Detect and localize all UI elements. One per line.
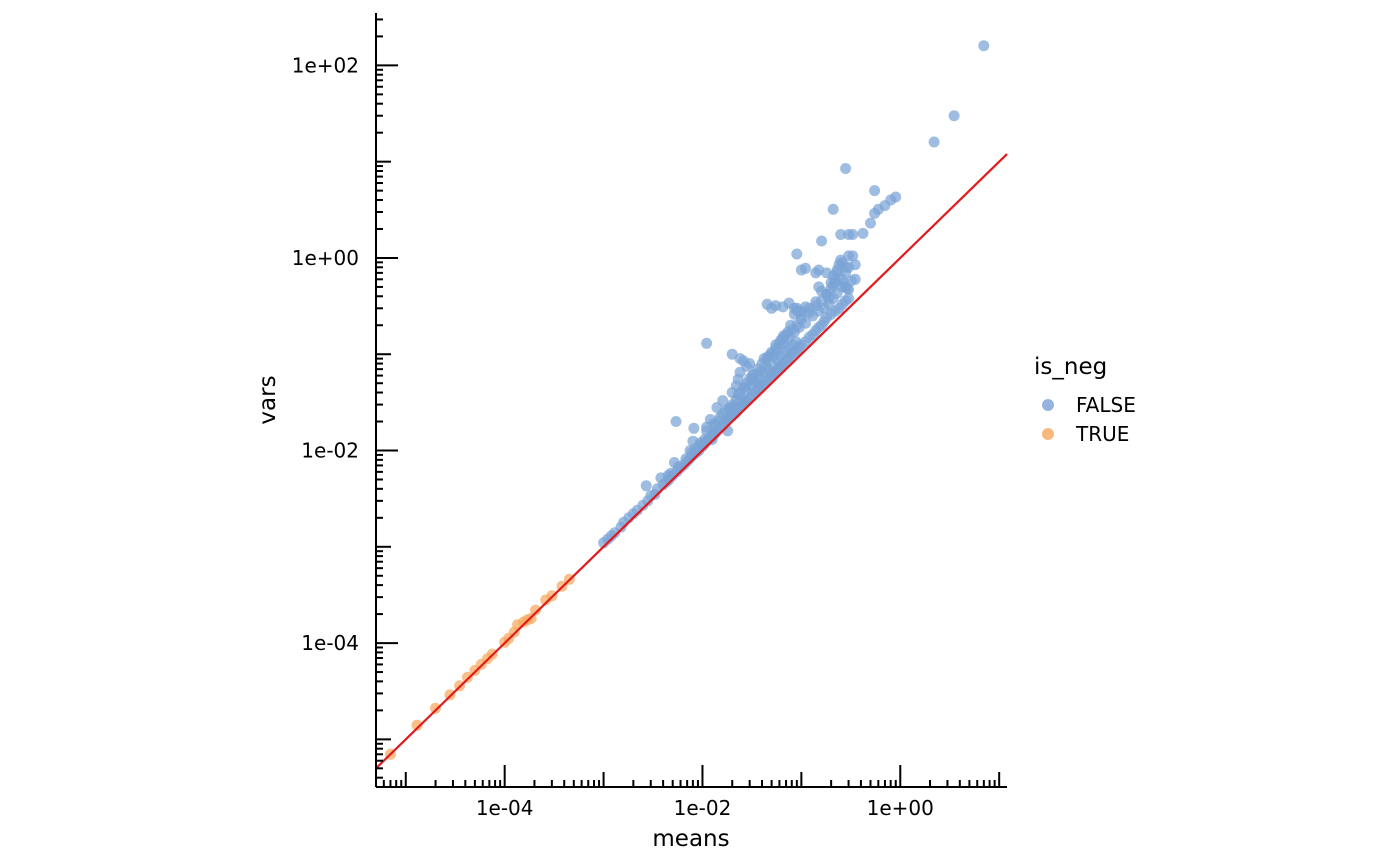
point-false xyxy=(701,421,713,433)
point-false xyxy=(672,461,684,473)
point-false xyxy=(734,392,746,404)
point-false xyxy=(978,40,990,52)
point-false xyxy=(847,250,859,262)
point-false xyxy=(827,203,839,215)
point-false xyxy=(890,191,902,203)
point-false xyxy=(785,319,797,331)
point-false xyxy=(665,467,677,479)
point-false xyxy=(823,292,835,304)
legend: is_neg FALSE TRUE xyxy=(1034,354,1136,446)
point-false xyxy=(810,296,822,308)
legend-label-true: TRUE xyxy=(1075,422,1129,446)
point-false xyxy=(847,229,859,240)
point-false xyxy=(640,480,652,492)
point-false xyxy=(717,395,729,407)
x-tick-label: 1e-04 xyxy=(476,796,534,820)
point-false xyxy=(721,414,732,425)
legend-label-false: FALSE xyxy=(1076,393,1136,417)
point-false xyxy=(849,273,861,285)
point-false xyxy=(849,259,861,271)
point-false xyxy=(928,136,940,148)
point-false xyxy=(795,310,807,322)
legend-swatch-true xyxy=(1042,428,1054,440)
legend-swatch-false xyxy=(1042,399,1054,411)
point-false xyxy=(840,163,852,174)
point-true xyxy=(461,671,473,683)
y-axis-title: vars xyxy=(255,375,281,424)
y-tick-label: 1e+00 xyxy=(292,246,359,270)
point-false xyxy=(753,377,765,389)
point-true xyxy=(411,719,423,731)
point-false xyxy=(800,262,811,274)
point-false xyxy=(686,447,698,459)
y-tick-label: 1e+02 xyxy=(292,53,359,77)
point-false xyxy=(948,110,960,122)
point-false xyxy=(746,370,758,382)
y-tick-label: 1e-02 xyxy=(301,439,359,463)
point-false xyxy=(790,336,802,348)
point-false xyxy=(835,229,847,240)
point-true xyxy=(430,702,441,714)
point-false xyxy=(865,217,876,229)
point-false xyxy=(816,235,828,247)
reference-line xyxy=(375,153,1008,770)
point-false xyxy=(655,472,667,484)
point-false xyxy=(670,416,682,427)
x-tick-label: 1e-02 xyxy=(674,796,732,820)
legend-title: is_neg xyxy=(1034,354,1107,380)
point-false xyxy=(857,227,869,239)
point-false xyxy=(734,353,746,365)
points-layer xyxy=(385,40,990,760)
y-tick-label: 1e-04 xyxy=(301,631,359,655)
point-false xyxy=(688,422,700,434)
point-false xyxy=(843,292,855,304)
x-axis-title: means xyxy=(652,826,729,852)
axes-layer: 1e-04 1e-02 1e+00 1e-04 1e-02 1e+00 1e+02 xyxy=(292,13,1007,820)
point-false xyxy=(701,337,713,349)
point-false xyxy=(744,358,756,370)
point-false xyxy=(706,434,718,445)
point-false xyxy=(869,185,881,197)
point-true xyxy=(530,604,541,616)
point-false xyxy=(728,400,740,412)
point-false xyxy=(840,261,852,273)
x-tick-label: 1e+00 xyxy=(867,796,934,820)
point-false xyxy=(843,284,855,295)
point-false xyxy=(791,248,803,260)
